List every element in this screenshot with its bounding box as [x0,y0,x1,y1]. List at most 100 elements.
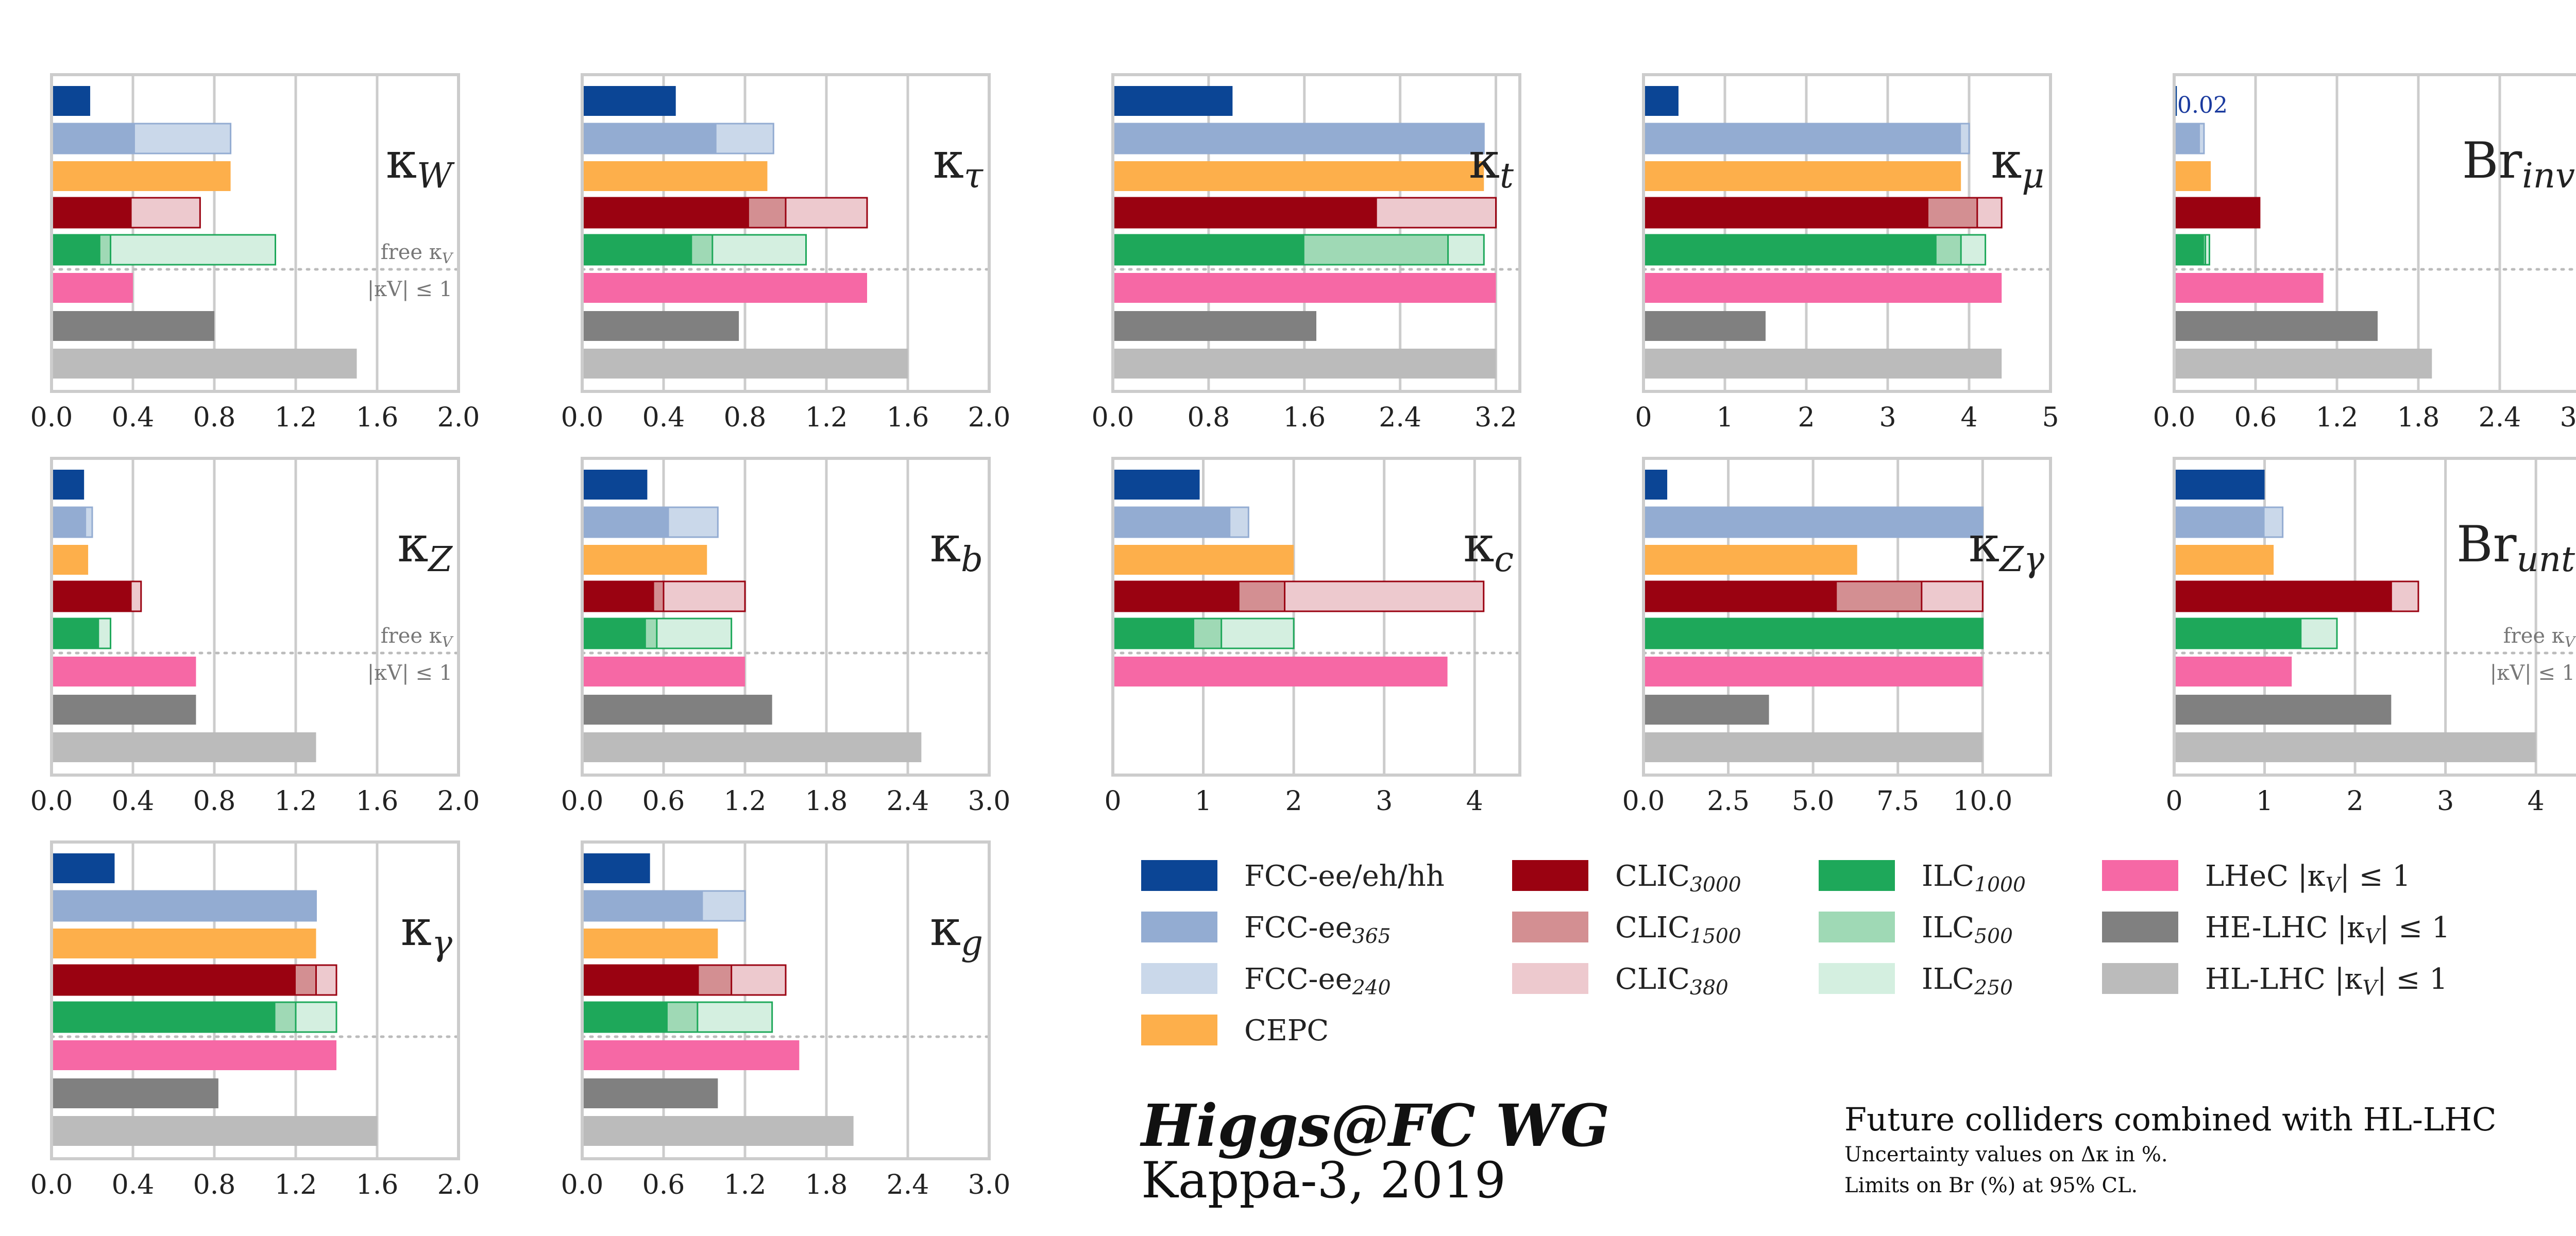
bar-clic3000 [1643,581,1837,611]
bar-fcc365 [52,124,135,153]
bar-helhc [1643,695,1769,725]
bar-cepc [582,929,718,958]
bar-fcc365 [582,507,669,537]
legend-label-sub: 240 [1352,976,1391,1000]
tick-label: 0.0 [2153,402,2196,433]
tick-label: 0.8 [1188,402,1230,433]
bar-ilc1000 [52,1002,276,1032]
panel-label-sub: c [1494,539,1514,579]
tick-label: 0.0 [561,786,604,817]
bar-cepc [52,929,316,958]
panel-label: κW [386,132,455,196]
tick-label: 0.4 [112,786,155,817]
tick-label: 1.8 [2397,402,2440,433]
bar-fcc365 [1113,124,1484,153]
panel-frame [581,73,991,393]
legend-label: ILC500 [1922,911,2013,948]
bar-hllhc [1643,349,2002,379]
value-annotation: 0.02 [2177,92,2228,118]
bar-ilc1000 [1113,619,1194,648]
legend-label: HE-LHC |κV| ≤ 1 [2205,911,2450,948]
tick-label: 0.0 [30,786,73,817]
tick-label: 0.0 [1622,786,1665,817]
free-kv-label-sub: V [442,633,454,650]
panel-label-sub: inv [2522,156,2575,196]
bar-lhec [582,1040,800,1070]
legend-swatch [1819,912,1895,942]
bar-ilc1000 [1113,235,1304,265]
legend-label-suffix: | ≤ 1 [2340,860,2411,893]
bar-lhec [52,657,196,686]
legend-label-sub: V [2326,873,2342,897]
bar-cepc [1113,545,1294,575]
panel-label: Brinv [2462,132,2575,196]
bar-lhec [582,657,745,686]
bar-lhec [1113,273,1496,303]
tick-label: 1.8 [805,1170,848,1200]
tick-label: 0.8 [193,1170,236,1200]
panel-frame [1111,73,1521,393]
legend-label-base: ILC [1922,963,1974,996]
panel-label-sub: W [417,156,455,196]
bar-ilc1000 [52,619,98,648]
panel-label: κτ [933,132,984,196]
panel-kappa-g: 0.0 0.6 1.2 1.8 2.4 3.0 κg [561,840,1010,1200]
tick-label: 2.0 [437,786,480,817]
bar-clic3000 [52,581,131,611]
bar-hllhc [1643,732,1983,762]
panel-label-base: κ [401,899,432,957]
legend-label-sub: 3000 [1690,873,1741,897]
panel-label: κγ [401,899,453,963]
tick-label: 2.4 [887,1170,929,1200]
free-kv-label: free κV [2503,624,2576,650]
bar-helhc [2174,695,2392,725]
panel-label-sub: τ [964,156,984,196]
legend-label: LHeC |κV| ≤ 1 [2205,860,2411,897]
tick-label: 5.0 [1792,786,1835,817]
tick-label: 4 [1466,786,1483,817]
legend-swatch [2102,860,2178,891]
legend-item-cepc: CEPC [1141,1014,1329,1048]
free-kv-label-base: free κ [381,624,442,648]
legend-label-sub: 1500 [1690,925,1741,948]
bar-ilc1000 [2174,619,2301,648]
bar-fcc_all [1643,470,1668,500]
tick-label: 0.6 [2234,402,2277,433]
legend-label: HL-LHC |κV| ≤ 1 [2205,963,2448,1000]
panel-label: κg [930,899,983,963]
bar-lhec [582,273,867,303]
bar-fcc365 [1643,507,1983,537]
legend-label-base: FCC-ee [1244,963,1352,996]
bar-ilc1000 [1643,619,1983,648]
tick-label: 2.0 [437,1170,480,1200]
legend-swatch [1512,860,1588,891]
legend-label-sub: 1000 [1974,873,2026,897]
tick-label: 1.2 [275,402,317,433]
bar-fcc_all [1643,86,1679,116]
bar-cepc [1643,545,1857,575]
bar-clic3000 [2174,581,2392,611]
bar-hllhc [52,1116,377,1146]
tick-label: 7.5 [1876,786,1919,817]
legend-label-sub: 500 [1974,925,2013,948]
tick-label: 0.8 [193,402,236,433]
tick-label: 0.8 [724,402,767,433]
bar-helhc [582,695,772,725]
tick-label: 0.0 [561,402,604,433]
legend-label-base: LHeC |κ [2205,860,2326,893]
free-kv-label: free κV [381,624,454,650]
panel-label: κμ [1991,132,2044,196]
tick-label: 2.4 [887,786,929,817]
legend-label-sub: 250 [1974,976,2013,1000]
tick-label: 3 [1879,402,1896,433]
panel-label-base: Br [2462,132,2522,190]
legend-label: CLIC380 [1615,963,1728,1000]
legend-label: FCC-ee365 [1244,911,1391,948]
bar-fcc_all [52,853,115,883]
tick-label: 0.4 [112,1170,155,1200]
bar-clic3000 [582,581,654,611]
bar-helhc [52,1078,218,1108]
tick-label: 0 [1104,786,1121,817]
legend: FCC-ee/eh/hhFCC-ee365FCC-ee240CEPCCLIC30… [1141,860,2450,1048]
legend-label-base: FCC-ee [1244,911,1352,945]
